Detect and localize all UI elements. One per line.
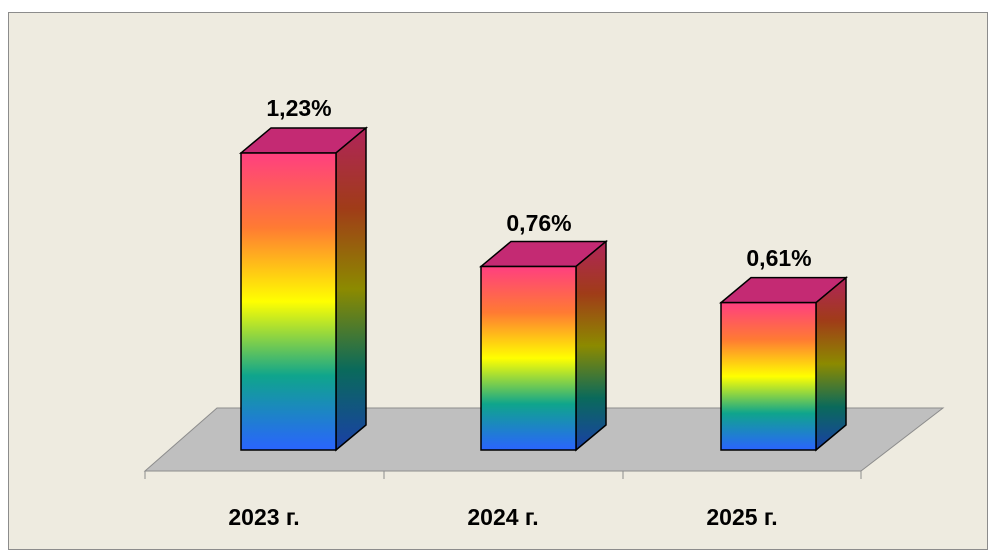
bars-layer — [238, 126, 849, 452]
x-tick-label: 2025 г. — [706, 504, 777, 530]
x-tick-label: 2024 г. — [467, 504, 538, 530]
x-tick-label: 2023 г. — [228, 504, 299, 530]
chart-svg: 2023 г. 2024 г. 2025 г. 1,23% 0,76% 0,61… — [143, 95, 945, 530]
bar — [240, 152, 337, 451]
data-label: 0,61% — [746, 245, 811, 271]
bar — [480, 265, 577, 451]
bar-side — [815, 276, 847, 452]
data-label: 0,76% — [506, 210, 571, 236]
bar — [720, 301, 817, 451]
chart-area: 2023 г. 2024 г. 2025 г. 1,23% 0,76% 0,61… — [8, 12, 988, 550]
bar-side — [575, 239, 607, 452]
data-label: 1,23% — [266, 95, 331, 121]
bar-side — [335, 126, 367, 452]
